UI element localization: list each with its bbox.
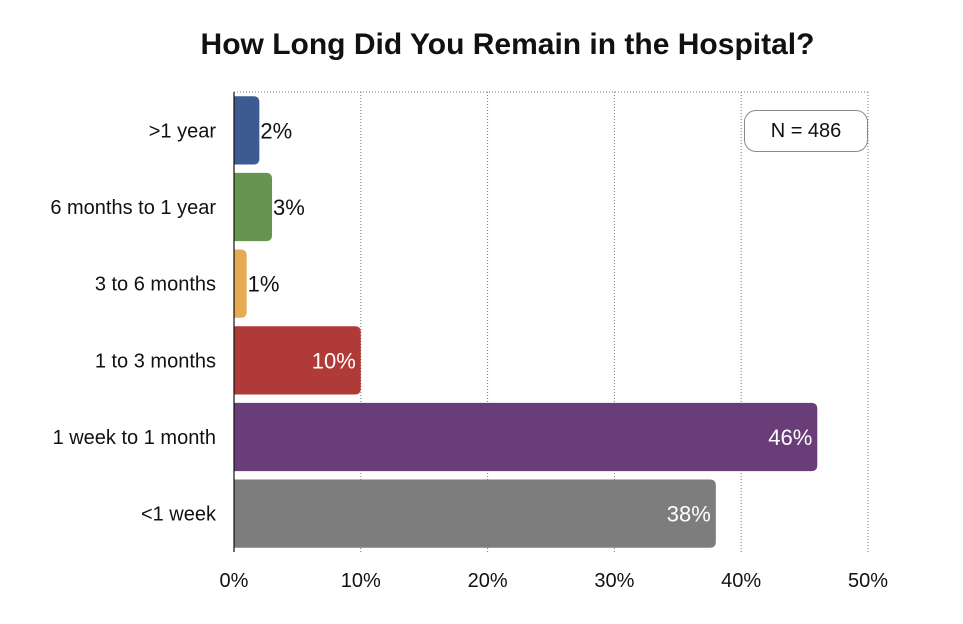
category-label: 1 to 3 months: [95, 350, 216, 372]
category-label: <1 week: [141, 504, 217, 526]
x-tick-label: 20%: [468, 570, 508, 592]
x-tick-label: 0%: [220, 570, 249, 592]
bars: [234, 96, 818, 548]
x-tick-label: 40%: [721, 570, 761, 592]
x-tick-label: 50%: [848, 570, 888, 592]
data-label: 10%: [312, 348, 356, 373]
chart-title: How Long Did You Remain in the Hospital?: [200, 28, 815, 61]
bar: [234, 479, 716, 548]
data-label: 3%: [273, 195, 305, 220]
data-label: 2%: [260, 118, 292, 143]
category-labels: >1 year 6 months to 1 year 3 to 6 months 1 …: [50, 120, 217, 525]
bar: [234, 402, 818, 472]
x-tick-label: 30%: [594, 570, 634, 592]
category-label: 1 week to 1 month: [53, 427, 216, 449]
category-label: 3 to 6 months: [95, 274, 216, 296]
bar: [234, 326, 361, 395]
data-label: 46%: [768, 425, 812, 450]
bar: [234, 249, 247, 318]
data-label: 1%: [248, 272, 280, 297]
category-label: 6 months to 1 year: [50, 197, 216, 219]
category-label: >1 year: [149, 120, 217, 142]
x-tick-label: 10%: [341, 570, 381, 592]
grid-lines: [234, 91, 869, 552]
sample-size-badge: N = 486: [744, 110, 868, 152]
data-label: 38%: [667, 502, 711, 527]
data-labels: 2% 3% 1% 10% 46% 38%: [248, 118, 813, 526]
x-tick-labels: 0% 10% 20% 30% 40% 50%: [220, 570, 889, 592]
bar: [234, 96, 260, 165]
bar: [234, 172, 273, 242]
